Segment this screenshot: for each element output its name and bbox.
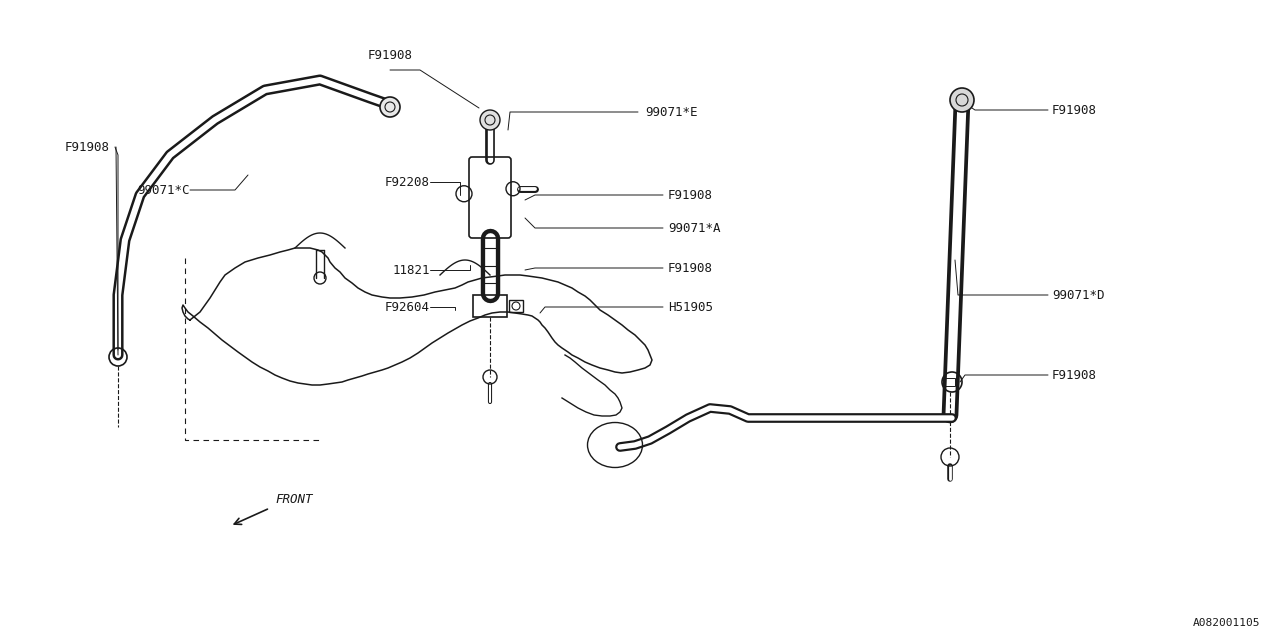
Circle shape: [950, 88, 974, 112]
Text: F91908: F91908: [367, 49, 412, 62]
Text: H51905: H51905: [668, 301, 713, 314]
Circle shape: [480, 110, 500, 130]
Text: 99071*A: 99071*A: [668, 221, 721, 234]
Text: F92208: F92208: [385, 175, 430, 189]
Text: FRONT: FRONT: [275, 493, 312, 506]
Text: F92604: F92604: [385, 301, 430, 314]
Text: A082001105: A082001105: [1193, 618, 1260, 628]
Text: F91908: F91908: [1052, 104, 1097, 116]
Text: F91908: F91908: [65, 141, 110, 154]
Bar: [945, 378, 955, 386]
Text: F91908: F91908: [1052, 369, 1097, 381]
Text: 99071*C: 99071*C: [137, 184, 189, 196]
Bar: [474, 295, 507, 317]
Text: F91908: F91908: [668, 262, 713, 275]
Text: 99071*E: 99071*E: [645, 106, 698, 118]
Circle shape: [380, 97, 401, 117]
Text: F91908: F91908: [668, 189, 713, 202]
Text: 99071*D: 99071*D: [1052, 289, 1105, 301]
Text: 11821: 11821: [393, 264, 430, 276]
Bar: [509, 300, 524, 312]
